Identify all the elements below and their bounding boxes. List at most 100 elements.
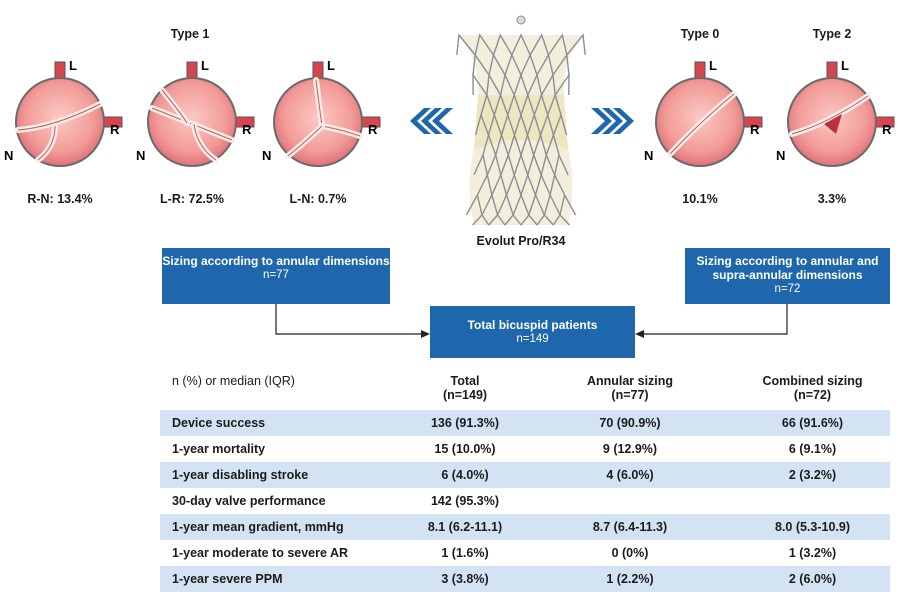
stent-strut bbox=[476, 172, 493, 196]
stent-strut bbox=[540, 152, 556, 176]
row-value: 9 (12.9%) bbox=[602, 442, 658, 456]
stent-strut bbox=[539, 112, 555, 136]
evolut-device-drawing bbox=[456, 15, 586, 226]
row-label: 1-year severe PPM bbox=[172, 572, 283, 586]
stent-strut bbox=[496, 193, 514, 216]
row-value: 15 (10.0%) bbox=[434, 442, 496, 456]
row-value: 1 (1.6%) bbox=[441, 546, 489, 560]
stent-strut bbox=[527, 72, 543, 96]
connector-left bbox=[275, 304, 422, 335]
stent-strut bbox=[540, 72, 556, 96]
table-row: Device success 136 (91.3%) 70 (90.9%) 66 (9… bbox=[160, 410, 890, 436]
stent-strut bbox=[500, 152, 515, 176]
stent-strut bbox=[505, 172, 522, 196]
row-label: 1-year disabling stroke bbox=[172, 468, 309, 482]
combined-sizing-box: Sizing according to annular and supra-an… bbox=[685, 248, 890, 304]
valve-label-n: N bbox=[644, 148, 653, 163]
row-label: Device success bbox=[172, 416, 266, 430]
valve-label-l: L bbox=[709, 58, 717, 73]
stent-strut bbox=[527, 152, 542, 176]
table-row: 1-year mean gradient, mmHg 8.1 (6.2-11.1)… bbox=[160, 514, 890, 540]
stent-strut bbox=[547, 33, 568, 56]
valve-label-l: L bbox=[69, 58, 77, 73]
header-total: Total (n=149) bbox=[405, 368, 525, 410]
table-row: 1-year moderate to severe AR 1 (1.6%) 0 (0… bbox=[160, 540, 890, 566]
stent-strut bbox=[529, 33, 550, 56]
stent-strut bbox=[472, 72, 488, 96]
stent-strut bbox=[554, 72, 570, 96]
row-value: 1 (2.2%) bbox=[606, 572, 654, 586]
header-total-label: Total (n=149) bbox=[442, 374, 488, 402]
valve-label-n: N bbox=[4, 148, 13, 163]
stent-strut bbox=[465, 193, 483, 216]
row-value: 70 (90.9%) bbox=[599, 416, 661, 430]
row-value: 2 (6.0%) bbox=[788, 572, 837, 586]
header-combined-label: Combined sizing (n=72) bbox=[762, 374, 863, 402]
valve-type2: L R N bbox=[776, 58, 895, 167]
stent-strut bbox=[507, 92, 522, 116]
stent-strut bbox=[547, 92, 562, 116]
total-patients-box: Total bicuspid patients n=149 bbox=[430, 306, 635, 358]
row-value bbox=[525, 488, 735, 514]
header-metric: n (%) or median (IQR) bbox=[172, 374, 295, 388]
stent-strut bbox=[552, 112, 568, 136]
stent-strut bbox=[536, 53, 554, 76]
row-value: 66 (91.6%) bbox=[781, 416, 844, 430]
stent-strut bbox=[486, 72, 502, 96]
stent-strut bbox=[552, 53, 570, 76]
header-annular-label: Annular sizing (n=77) bbox=[586, 374, 674, 402]
row-label: 30-day valve performance bbox=[172, 494, 326, 508]
stent-strut bbox=[488, 213, 506, 226]
stent-strut bbox=[472, 53, 490, 76]
valve-rn: L R N bbox=[4, 58, 123, 167]
header-annular: Annular sizing (n=77) bbox=[525, 368, 735, 410]
table-row: 30-day valve performance 142 (95.3%) bbox=[160, 488, 890, 514]
row-value: 4 (6.0%) bbox=[606, 468, 654, 482]
valve-label-l: L bbox=[327, 58, 335, 73]
total-patients-title: Total bicuspid patients bbox=[467, 318, 598, 332]
row-value: 142 (95.3%) bbox=[430, 494, 500, 508]
stent-strut bbox=[520, 53, 538, 76]
stent-strut bbox=[511, 33, 531, 56]
row-value: 8.7 (6.4-11.3) bbox=[592, 520, 668, 534]
stent-strut bbox=[512, 193, 530, 216]
valve-caption-lr: L-R: 72.5% bbox=[160, 192, 224, 206]
type0-title: Type 0 bbox=[680, 27, 720, 41]
stent-strut bbox=[513, 112, 529, 136]
stent-strut bbox=[487, 112, 503, 136]
stent-strut bbox=[545, 132, 560, 156]
left-chevrons-icon bbox=[410, 108, 453, 134]
stent-strut bbox=[482, 132, 497, 156]
stent-strut bbox=[499, 72, 515, 96]
stent-strut bbox=[491, 172, 508, 196]
stent-strut bbox=[504, 53, 522, 76]
stent-strut bbox=[554, 152, 569, 176]
connector-right bbox=[643, 304, 788, 335]
stent-strut bbox=[472, 213, 490, 226]
stent-strut bbox=[549, 172, 566, 196]
total-patients-n: n=149 bbox=[516, 333, 549, 345]
stent-strut bbox=[520, 213, 538, 226]
stent-strut bbox=[520, 132, 535, 156]
valve-caption-ln: L-N: 0.7% bbox=[289, 192, 347, 206]
row-label: 1-year moderate to severe AR bbox=[172, 546, 349, 560]
stent-strut bbox=[480, 92, 495, 116]
row-value: 6 (4.0%) bbox=[441, 468, 489, 482]
stent-strut bbox=[492, 33, 513, 56]
annular-sizing-title: Sizing according to annular dimensions bbox=[162, 254, 390, 268]
table-row: 1-year mortality 15 (10.0%) 9 (12.9%) 6 (9.… bbox=[160, 436, 890, 462]
valve-label-n: N bbox=[136, 148, 145, 163]
arrowhead-right bbox=[635, 330, 644, 338]
type1-title: Type 1 bbox=[170, 27, 210, 41]
row-value: 2 (3.2%) bbox=[788, 468, 837, 482]
annular-sizing-n: n=77 bbox=[263, 269, 289, 281]
stent-strut bbox=[520, 172, 537, 196]
row-value: 8.1 (6.2-11.1) bbox=[427, 520, 503, 534]
valve-label-l: L bbox=[841, 58, 849, 73]
valve-label-n: N bbox=[262, 148, 271, 163]
stent-strut bbox=[456, 33, 476, 56]
valve-caption-type2: 3.3% bbox=[817, 192, 847, 206]
stent-strut bbox=[528, 193, 546, 216]
valve-label-r: R bbox=[882, 122, 892, 137]
